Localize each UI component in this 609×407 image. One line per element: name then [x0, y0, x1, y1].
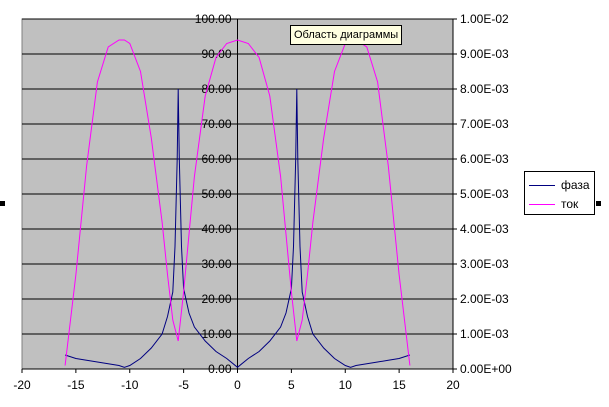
x-tick-label: 20	[446, 378, 460, 392]
resize-handle-left[interactable]	[0, 201, 5, 206]
secondary-y-tick-label: 5.00E-03	[460, 187, 509, 201]
x-tick-label: 15	[392, 378, 406, 392]
legend[interactable]: фаза ток	[524, 171, 595, 215]
legend-label-phase: фаза	[561, 178, 590, 192]
secondary-y-tick-label: 7.00E-03	[460, 117, 509, 131]
y-tick-label: 100.00	[195, 12, 232, 26]
y-tick-label: 50.00	[201, 187, 231, 201]
y-tick-label: 30.00	[201, 257, 231, 271]
secondary-y-tick-label: 1.00E-02	[460, 12, 509, 26]
x-tick-label: -5	[178, 378, 189, 392]
legend-item-phase: фаза	[529, 177, 590, 193]
y-tick-label: 90.00	[201, 47, 231, 61]
y-tick-label: 40.00	[201, 222, 231, 236]
chart-area-tooltip: Область диаграммы	[290, 25, 403, 45]
series-line-phase[interactable]	[64, 88, 411, 368]
axes: 0.00 10.00 20.00 30.00 40.00 50.00 60.00 70.00 8…	[13, 12, 512, 392]
x-tick-label: 0	[234, 378, 241, 392]
resize-handle-right[interactable]	[596, 201, 601, 206]
secondary-y-tick-label: 2.00E-03	[460, 292, 509, 306]
x-tick-label: -10	[121, 378, 139, 392]
secondary-y-tick-label: 3.00E-03	[460, 257, 509, 271]
secondary-y-tick-label: 0.00E+00	[460, 362, 512, 376]
secondary-y-tick-label: 9.00E-03	[460, 47, 509, 61]
y-tick-label: 60.00	[201, 152, 231, 166]
x-tick-label: 5	[288, 378, 295, 392]
secondary-y-tick-label: 4.00E-03	[460, 222, 509, 236]
legend-label-current: ток	[561, 197, 579, 211]
secondary-y-tick-label: 6.00E-03	[460, 152, 509, 166]
y-tick-label: 80.00	[201, 82, 231, 96]
secondary-y-tick-label: 8.00E-03	[460, 82, 509, 96]
y-tick-label: 70.00	[201, 117, 231, 131]
y-tick-label: 10.00	[201, 327, 231, 341]
x-tick-label: -20	[13, 378, 31, 392]
y-tick-label: 20.00	[201, 292, 231, 306]
secondary-y-tick-label: 1.00E-03	[460, 327, 509, 341]
y-tick-label: 0.00	[208, 362, 232, 376]
legend-swatch-phase	[529, 184, 555, 186]
x-tick-label: 10	[339, 378, 353, 392]
legend-item-current: ток	[529, 196, 578, 212]
x-tick-label: -15	[67, 378, 85, 392]
legend-swatch-current	[529, 203, 555, 205]
